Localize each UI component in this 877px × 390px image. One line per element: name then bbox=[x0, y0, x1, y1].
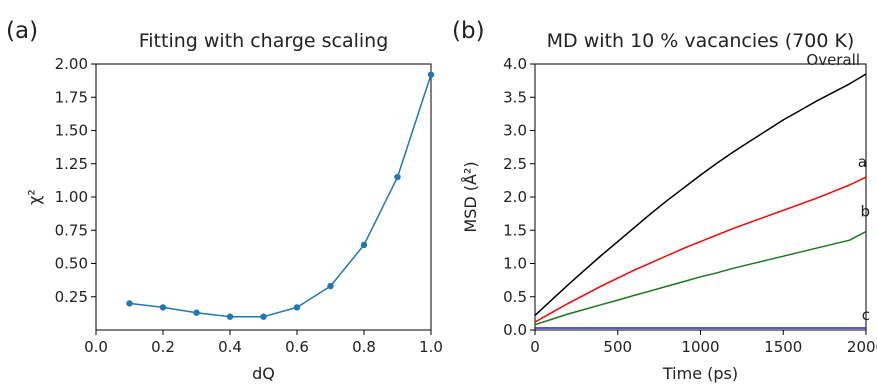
data-point bbox=[293, 304, 301, 311]
data-point bbox=[193, 309, 200, 316]
y-tick-label: 2.00 bbox=[55, 55, 88, 73]
chart-title: MD with 10 % vacancies (700 K) bbox=[547, 30, 855, 52]
y-tick-label: 0.25 bbox=[55, 288, 88, 306]
data-point bbox=[159, 304, 167, 311]
x-tick-label: 1000 bbox=[681, 338, 719, 356]
plot-frame bbox=[95, 63, 432, 331]
series-line-a bbox=[534, 176, 867, 323]
y-tick-label: 0.50 bbox=[55, 255, 88, 273]
x-tick-label: 1500 bbox=[764, 338, 802, 356]
series-line-overall bbox=[534, 73, 867, 316]
data-point bbox=[327, 282, 334, 290]
data-point bbox=[427, 71, 435, 78]
y-tick-label: 3.5 bbox=[503, 88, 527, 106]
y-tick-label: 0.0 bbox=[503, 321, 527, 339]
x-tick-label: 0.6 bbox=[285, 338, 309, 356]
series-label-b: b bbox=[860, 203, 870, 221]
y-tick-label: 1.00 bbox=[55, 188, 88, 206]
x-tick-label: 0.8 bbox=[352, 338, 376, 356]
x-tick-label: 0.0 bbox=[84, 338, 108, 356]
series-label-overall: Overall bbox=[806, 51, 860, 69]
series-label-c: c bbox=[862, 306, 870, 324]
y-tick-label: 1.5 bbox=[503, 221, 527, 239]
plot-frame bbox=[534, 63, 867, 331]
y-tick-label: 0.5 bbox=[503, 288, 527, 306]
y-tick-label: 4.0 bbox=[503, 55, 527, 73]
panel-label: (b) bbox=[452, 18, 485, 44]
y-tick-label: 1.0 bbox=[503, 255, 527, 273]
x-axis-label: Time (ps) bbox=[662, 364, 738, 383]
x-tick-label: 1.0 bbox=[419, 338, 443, 356]
y-tick-label: 1.75 bbox=[55, 88, 88, 106]
x-tick-label: 0.4 bbox=[218, 338, 242, 356]
data-point bbox=[226, 313, 234, 320]
y-tick-label: 2.5 bbox=[503, 155, 527, 173]
chart-title: Fitting with charge scaling bbox=[139, 30, 389, 52]
x-tick-label: 500 bbox=[603, 338, 632, 356]
series-line bbox=[129, 74, 432, 318]
y-axis-label: MSD (Å²) bbox=[461, 161, 480, 232]
data-point bbox=[126, 300, 133, 307]
y-tick-label: 1.50 bbox=[55, 122, 88, 140]
y-tick-label: 1.25 bbox=[55, 155, 88, 173]
panel-a-chart: 0.0 0.2 0.4 0.6 0.8 1.0 0.25 0.50 0.75 1.00 1.25 1.… bbox=[6, 18, 443, 383]
x-tick-label: 0.2 bbox=[151, 338, 175, 356]
data-point bbox=[360, 241, 368, 249]
y-tick-label: 0.75 bbox=[55, 221, 88, 239]
x-axis-label: dQ bbox=[252, 364, 275, 383]
y-tick-label: 3.0 bbox=[503, 122, 527, 140]
data-point bbox=[260, 313, 267, 320]
y-axis-label: χ² bbox=[25, 189, 44, 205]
x-tick-label: 0 bbox=[530, 338, 540, 356]
data-point bbox=[394, 173, 401, 181]
series-label-a: a bbox=[858, 153, 867, 171]
y-tick-label: 2.0 bbox=[503, 188, 527, 206]
panel-label: (a) bbox=[6, 18, 38, 44]
series-line-b bbox=[534, 230, 867, 326]
